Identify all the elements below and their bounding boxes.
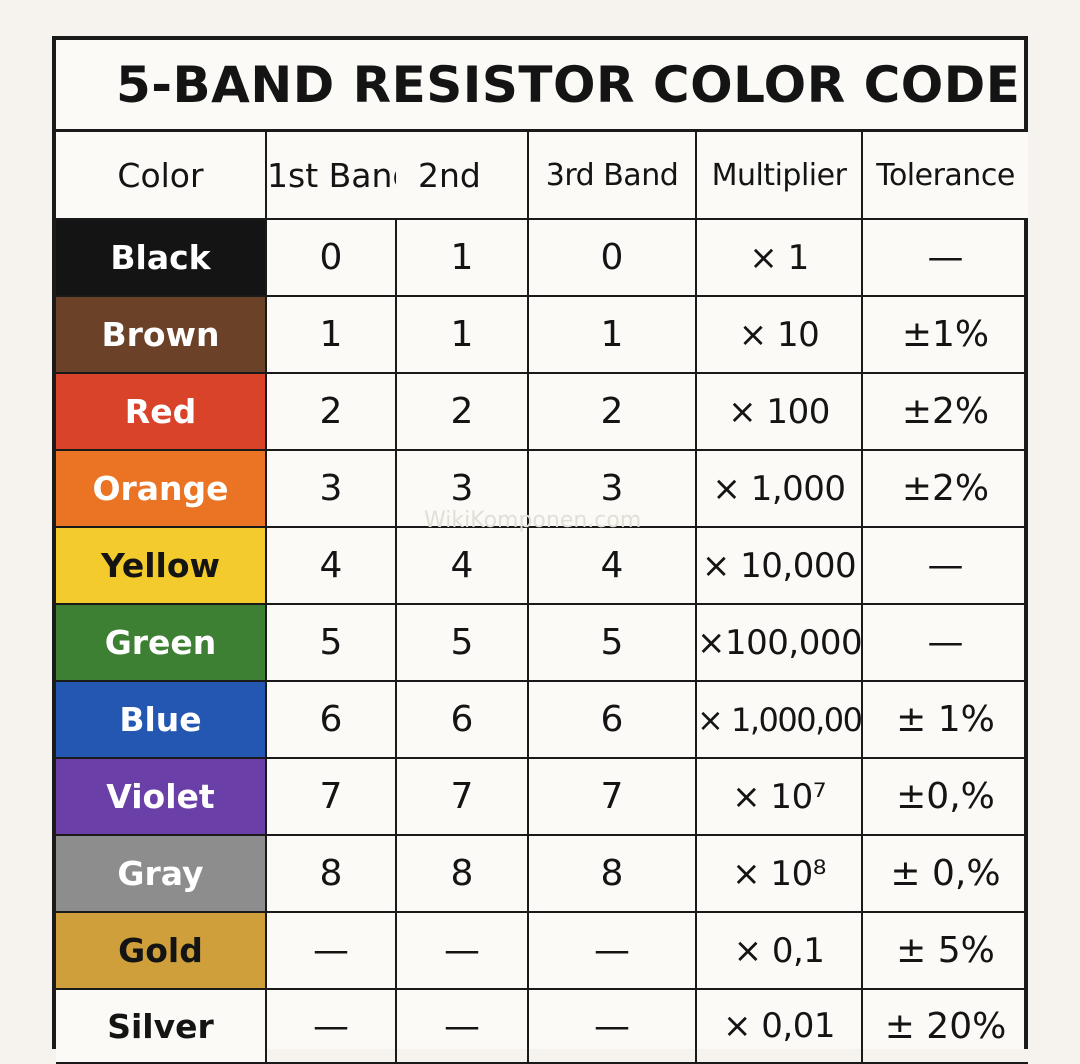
table-row: Violet 7 7 7 × 10⁷ ±0,%: [56, 757, 1028, 836]
tolerance-value: —: [861, 603, 1028, 682]
tolerance-value: ±1%: [861, 295, 1028, 374]
header-band3: 3rd Band: [527, 132, 697, 220]
tolerance-value: ±2%: [861, 372, 1028, 451]
color-name-cell: Orange: [56, 449, 267, 528]
color-name-cell: Violet: [56, 757, 267, 836]
tolerance-value: ± 20%: [861, 988, 1028, 1064]
header-multiplier: Multiplier: [695, 132, 863, 220]
band3-value: 6: [527, 680, 697, 759]
band2-value: —: [395, 988, 529, 1064]
band2-value: 1: [395, 218, 529, 297]
color-name-cell: Yellow: [56, 526, 267, 605]
color-name-cell: Blue: [56, 680, 267, 759]
header-band2: 2nd: [396, 132, 529, 220]
chart-title: 5-BAND RESISTOR COLOR CODE: [56, 40, 1024, 132]
band1-value: 4: [265, 526, 397, 605]
band1-value: 3: [265, 449, 397, 528]
multiplier-value: × 1: [695, 218, 863, 297]
multiplier-value: × 10,000: [695, 526, 863, 605]
multiplier-value: × 0,01: [695, 988, 863, 1064]
band3-value: 7: [527, 757, 697, 836]
band3-value: 3: [527, 449, 697, 528]
multiplier-value: × 10: [695, 295, 863, 374]
multiplier-value: × 10⁷: [695, 757, 863, 836]
band3-value: —: [527, 911, 697, 990]
color-code-table: Color 1st Band 2nd 3rd Band Multiplier T…: [56, 132, 1028, 1064]
table-row: Silver — — — × 0,01 ± 20%: [56, 988, 1028, 1064]
band1-value: 7: [265, 757, 397, 836]
band2-value: 4: [395, 526, 529, 605]
band2-value: 2: [395, 372, 529, 451]
band1-value: 6: [265, 680, 397, 759]
band2-value: 6: [395, 680, 529, 759]
tolerance-value: ±2%: [861, 449, 1028, 528]
header-band1: 1st Band: [265, 132, 396, 220]
band1-value: 1: [265, 295, 397, 374]
header-row: Color 1st Band 2nd 3rd Band Multiplier T…: [56, 132, 1028, 220]
band2-value: —: [395, 911, 529, 990]
band2-value: 1: [395, 295, 529, 374]
band1-value: 2: [265, 372, 397, 451]
band3-value: 5: [527, 603, 697, 682]
band3-value: 2: [527, 372, 697, 451]
table-row: Brown 1 1 1 × 10 ±1%: [56, 295, 1028, 374]
band2-value: 3: [395, 449, 529, 528]
band2-value: 8: [395, 834, 529, 913]
multiplier-value: × 1,000,000: [695, 680, 863, 759]
color-name-cell: Gold: [56, 911, 267, 990]
tolerance-value: —: [861, 526, 1028, 605]
color-name-cell: Black: [56, 218, 267, 297]
color-name-cell: Green: [56, 603, 267, 682]
tolerance-value: ± 5%: [861, 911, 1028, 990]
tolerance-value: ± 0,%: [861, 834, 1028, 913]
table-row: Black 0 1 0 × 1—: [56, 218, 1028, 297]
tolerance-value: ± 1%: [861, 680, 1028, 759]
color-name-cell: Silver: [56, 988, 267, 1064]
table-row: Gold — — — × 0,1 ± 5%: [56, 911, 1028, 990]
band3-value: 0: [527, 218, 697, 297]
band1-value: 0: [265, 218, 397, 297]
color-name-cell: Gray: [56, 834, 267, 913]
color-name-cell: Red: [56, 372, 267, 451]
band1-value: —: [265, 988, 397, 1064]
multiplier-value: × 0,1: [695, 911, 863, 990]
table-row: Orange 3 3 3 × 1,000 ±2%: [56, 449, 1028, 528]
multiplier-value: × 100: [695, 372, 863, 451]
band2-value: 7: [395, 757, 529, 836]
table-row: Yellow 4 4 4 × 10,000—: [56, 526, 1028, 605]
band3-value: 8: [527, 834, 697, 913]
multiplier-value: × 1,000: [695, 449, 863, 528]
band3-value: —: [527, 988, 697, 1064]
header-color: Color: [56, 132, 267, 220]
band2-value: 5: [395, 603, 529, 682]
tolerance-value: —: [861, 218, 1028, 297]
multiplier-value: ×100,000: [695, 603, 863, 682]
color-name-cell: Brown: [56, 295, 267, 374]
band3-value: 4: [527, 526, 697, 605]
table-row: Green 5 5 5 ×100,000—: [56, 603, 1028, 682]
band1-value: 8: [265, 834, 397, 913]
tolerance-value: ±0,%: [861, 757, 1028, 836]
band3-value: 1: [527, 295, 697, 374]
band1-value: 5: [265, 603, 397, 682]
table-row: Red 2 2 2 × 100 ±2%: [56, 372, 1028, 451]
resistor-chart: 5-BAND RESISTOR COLOR CODE Color 1st Ban…: [52, 36, 1028, 1064]
band1-value: —: [265, 911, 397, 990]
multiplier-value: × 10⁸: [695, 834, 863, 913]
table-row: Gray 8 8 8 × 10⁸ ± 0,%: [56, 834, 1028, 913]
header-tolerance: Tolerance: [861, 132, 1028, 220]
